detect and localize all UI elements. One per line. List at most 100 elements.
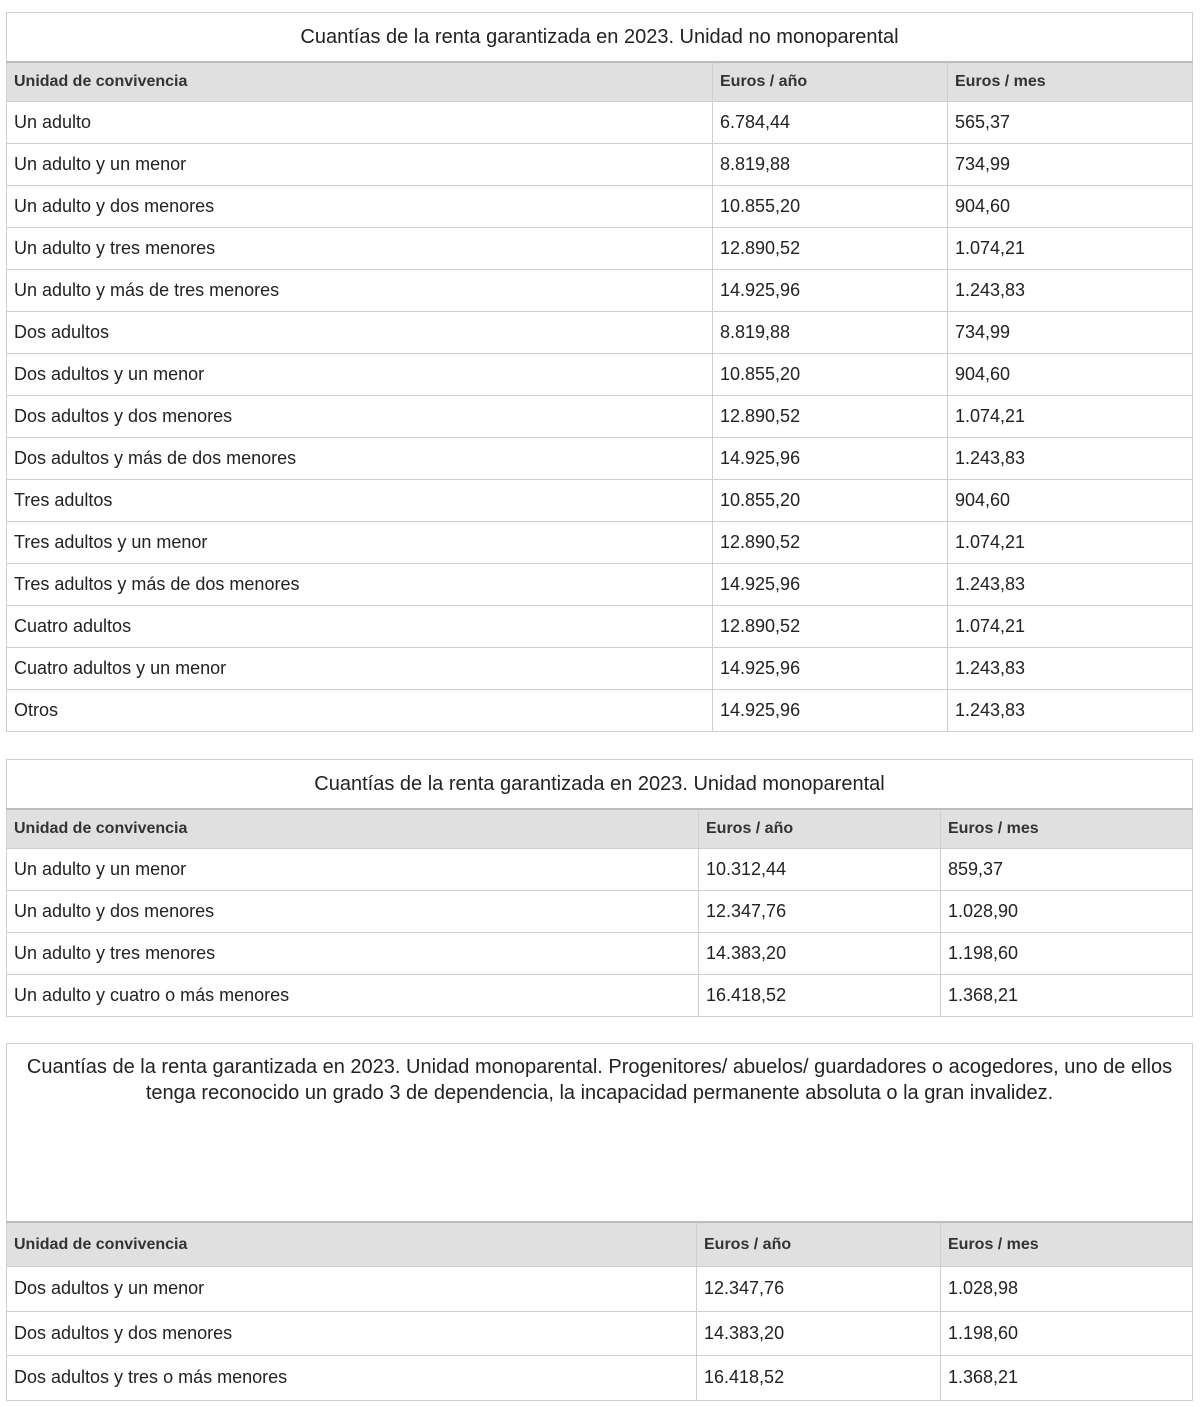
euros-month-cell: 734,99 (947, 143, 1193, 186)
euros-year-cell: 14.383,20 (696, 1310, 941, 1356)
household-unit-cell: Un adulto y tres menores (6, 932, 699, 975)
table-row: Un adulto y dos menores 12.347,76 1.028,90 (6, 890, 1193, 933)
euros-year-cell: 16.418,52 (698, 974, 941, 1017)
euros-year-cell: 12.890,52 (712, 227, 948, 270)
amounts-table: Cuantías de la renta garantizada en 2023… (6, 759, 1193, 1017)
table-row: Dos adultos y un menor 12.347,76 1.028,98 (6, 1266, 1193, 1312)
table-row: Cuatro adultos 12.890,52 1.074,21 (6, 605, 1193, 648)
column-header: Unidad de convivencia (6, 808, 699, 849)
table-row: Un adulto y un menor 8.819,88 734,99 (6, 143, 1193, 186)
table-row: Dos adultos 8.819,88 734,99 (6, 311, 1193, 354)
euros-year-cell: 12.347,76 (698, 890, 941, 933)
table-row: Un adulto y dos menores 10.855,20 904,60 (6, 185, 1193, 228)
euros-month-cell: 1.243,83 (947, 689, 1193, 732)
table-row: Dos adultos y dos menores 14.383,20 1.198,… (6, 1310, 1193, 1356)
euros-year-cell: 10.312,44 (698, 848, 941, 891)
table-row: Dos adultos y dos menores 12.890,52 1.074,… (6, 395, 1193, 438)
euros-year-cell: 12.347,76 (696, 1266, 941, 1312)
table-row: Dos adultos y tres o más menores 16.418,5… (6, 1355, 1193, 1401)
amounts-table: Cuantías de la renta garantizada en 2023… (6, 1043, 1193, 1401)
household-unit-cell: Dos adultos y más de dos menores (6, 437, 713, 480)
household-unit-cell: Un adulto y tres menores (6, 227, 713, 270)
euros-year-cell: 10.855,20 (712, 479, 948, 522)
euros-year-cell: 12.890,52 (712, 395, 948, 438)
household-unit-cell: Un adulto y un menor (6, 143, 713, 186)
euros-month-cell: 1.243,83 (947, 437, 1193, 480)
household-unit-cell: Un adulto (6, 101, 713, 144)
euros-year-cell: 6.784,44 (712, 101, 948, 144)
euros-month-cell: 565,37 (947, 101, 1193, 144)
amounts-table: Cuantías de la renta garantizada en 2023… (6, 12, 1193, 732)
household-unit-cell: Cuatro adultos y un menor (6, 647, 713, 690)
column-header: Euros / mes (940, 808, 1193, 849)
header-row: Unidad de convivencia Euros / año Euros / … (6, 1221, 1193, 1267)
euros-year-cell: 10.855,20 (712, 185, 948, 228)
euros-year-cell: 12.890,52 (712, 605, 948, 648)
table-row: Otros 14.925,96 1.243,83 (6, 689, 1193, 732)
euros-year-cell: 8.819,88 (712, 311, 948, 354)
euros-month-cell: 904,60 (947, 353, 1193, 396)
household-unit-cell: Otros (6, 689, 713, 732)
household-unit-cell: Un adulto y dos menores (6, 890, 699, 933)
household-unit-cell: Dos adultos y dos menores (6, 1310, 697, 1356)
euros-year-cell: 12.890,52 (712, 521, 948, 564)
household-unit-cell: Dos adultos y un menor (6, 1266, 697, 1312)
household-unit-cell: Tres adultos y un menor (6, 521, 713, 564)
euros-year-cell: 14.925,96 (712, 689, 948, 732)
household-unit-cell: Dos adultos y un menor (6, 353, 713, 396)
euros-month-cell: 1.074,21 (947, 395, 1193, 438)
euros-month-cell: 1.074,21 (947, 521, 1193, 564)
euros-year-cell: 10.855,20 (712, 353, 948, 396)
table-row: Un adulto y tres menores 12.890,52 1.074,2… (6, 227, 1193, 270)
euros-year-cell: 8.819,88 (712, 143, 948, 186)
table-row: Un adulto y un menor 10.312,44 859,37 (6, 848, 1193, 891)
household-unit-cell: Dos adultos y dos menores (6, 395, 713, 438)
household-unit-cell: Tres adultos (6, 479, 713, 522)
household-unit-cell: Dos adultos y tres o más menores (6, 1355, 697, 1401)
column-header: Euros / mes (947, 61, 1193, 102)
household-unit-cell: Dos adultos (6, 311, 713, 354)
household-unit-cell: Un adulto y más de tres menores (6, 269, 713, 312)
table-row: Un adulto 6.784,44 565,37 (6, 101, 1193, 144)
column-header: Euros / año (712, 61, 948, 102)
table-row: Dos adultos y más de dos menores 14.925,9… (6, 437, 1193, 480)
euros-month-cell: 1.198,60 (940, 1310, 1193, 1356)
euros-year-cell: 14.925,96 (712, 563, 948, 606)
header-row: Unidad de convivencia Euros / año Euros / … (6, 808, 1193, 849)
household-unit-cell: Cuatro adultos (6, 605, 713, 648)
household-unit-cell: Un adulto y cuatro o más menores (6, 974, 699, 1017)
euros-month-cell: 1.074,21 (947, 227, 1193, 270)
euros-month-cell: 904,60 (947, 479, 1193, 522)
euros-month-cell: 1.368,21 (940, 974, 1193, 1017)
household-unit-cell: Un adulto y un menor (6, 848, 699, 891)
euros-year-cell: 14.925,96 (712, 437, 948, 480)
table-row: Cuatro adultos y un menor 14.925,96 1.243,… (6, 647, 1193, 690)
table-title: Cuantías de la renta garantizada en 2023… (6, 12, 1193, 61)
euros-year-cell: 14.925,96 (712, 269, 948, 312)
column-header: Euros / año (696, 1221, 941, 1267)
euros-month-cell: 734,99 (947, 311, 1193, 354)
euros-month-cell: 1.074,21 (947, 605, 1193, 648)
euros-year-cell: 14.925,96 (712, 647, 948, 690)
euros-year-cell: 16.418,52 (696, 1355, 941, 1401)
column-header: Euros / mes (940, 1221, 1193, 1267)
euros-month-cell: 1.028,98 (940, 1266, 1193, 1312)
table-row: Tres adultos y un menor 12.890,52 1.074,21 (6, 521, 1193, 564)
euros-month-cell: 1.368,21 (940, 1355, 1193, 1401)
euros-month-cell: 1.198,60 (940, 932, 1193, 975)
table-row: Tres adultos 10.855,20 904,60 (6, 479, 1193, 522)
column-header: Euros / año (698, 808, 941, 849)
table-row: Un adulto y más de tres menores 14.925,96… (6, 269, 1193, 312)
euros-month-cell: 1.243,83 (947, 563, 1193, 606)
table-row: Un adulto y tres menores 14.383,20 1.198,6… (6, 932, 1193, 975)
table-title: Cuantías de la renta garantizada en 2023… (6, 1043, 1193, 1221)
household-unit-cell: Tres adultos y más de dos menores (6, 563, 713, 606)
euros-year-cell: 14.383,20 (698, 932, 941, 975)
euros-month-cell: 904,60 (947, 185, 1193, 228)
household-unit-cell: Un adulto y dos menores (6, 185, 713, 228)
header-row: Unidad de convivencia Euros / año Euros / … (6, 61, 1193, 102)
euros-month-cell: 1.243,83 (947, 269, 1193, 312)
table-title: Cuantías de la renta garantizada en 2023… (6, 759, 1193, 808)
euros-month-cell: 1.028,90 (940, 890, 1193, 933)
euros-month-cell: 859,37 (940, 848, 1193, 891)
